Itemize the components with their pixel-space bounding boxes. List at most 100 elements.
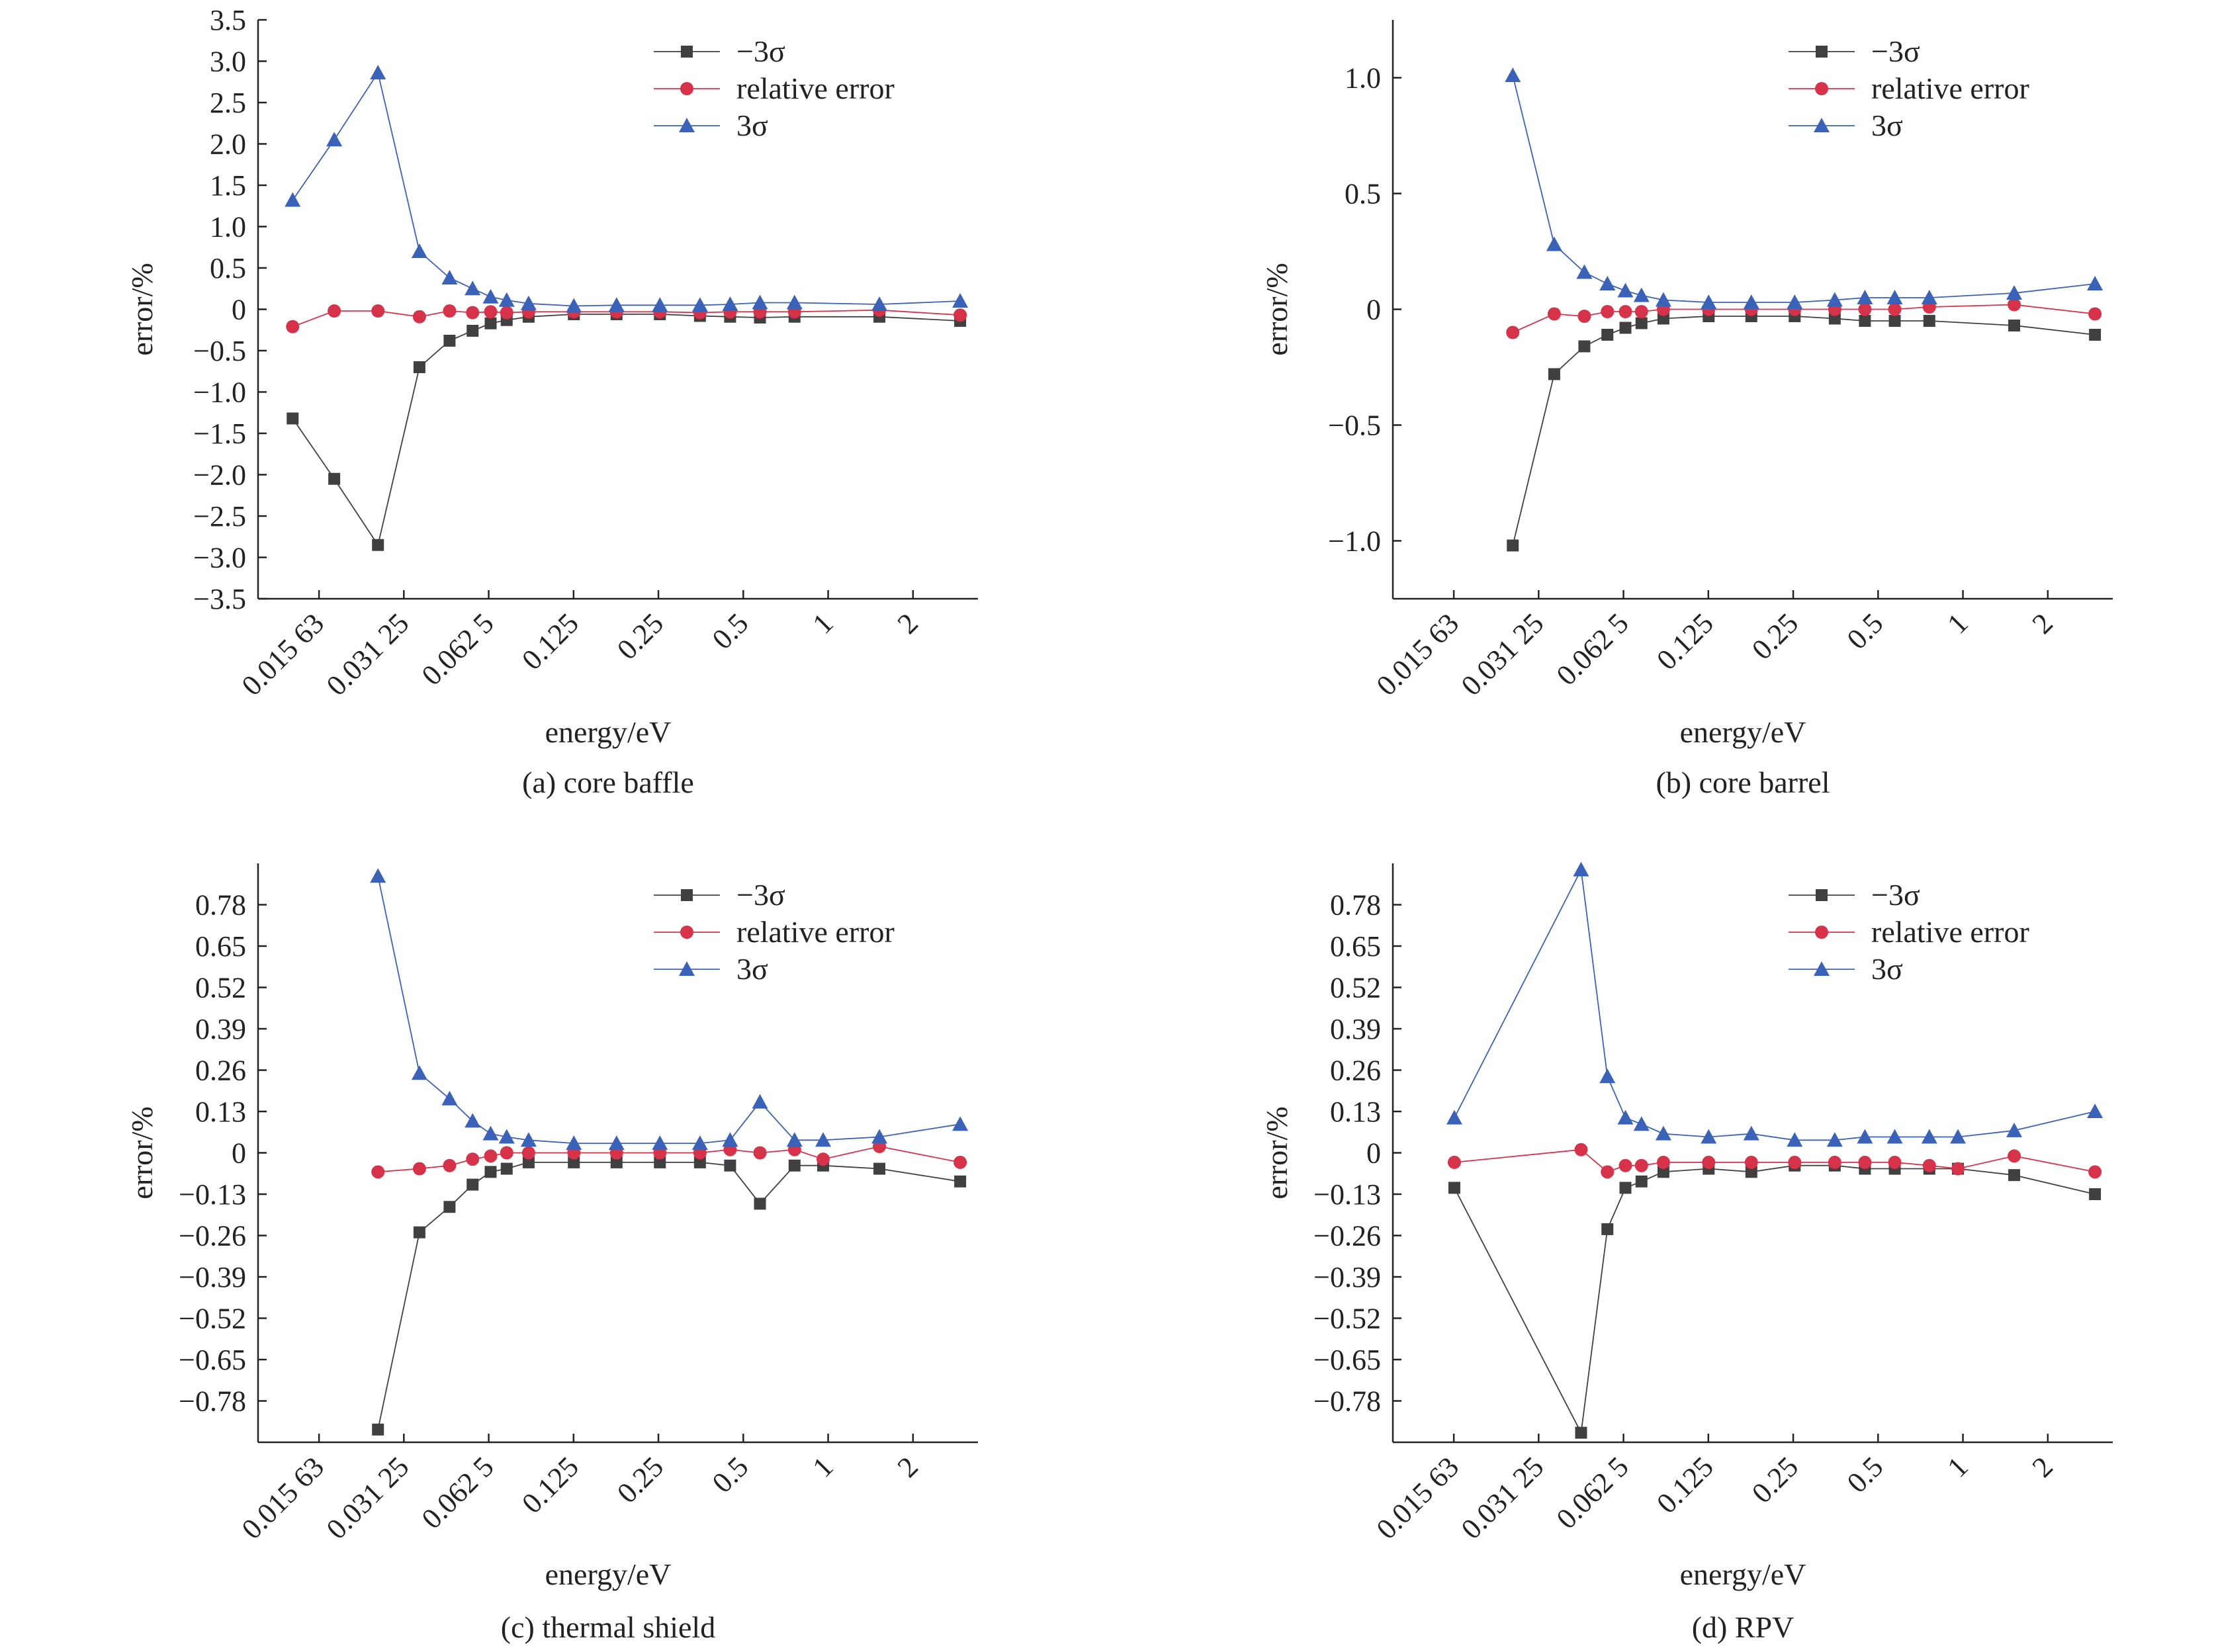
- y-tick-label: −0.39: [179, 1261, 246, 1293]
- data-point-triangle: [1573, 861, 1589, 877]
- legend-marker-triangle: [679, 961, 695, 976]
- series-line: [1512, 316, 2096, 546]
- y-tick-label: 0.5: [1345, 178, 1381, 210]
- x-tick-label: 0.062 5: [1550, 607, 1635, 691]
- series-relative-error: [1447, 1143, 2102, 1179]
- panel-caption: (a) core baffle: [522, 765, 694, 799]
- data-point-triangle: [722, 296, 738, 311]
- data-point-circle: [466, 306, 480, 320]
- data-point-triangle: [498, 1129, 515, 1144]
- series-plus-3sigma: [1505, 67, 2103, 309]
- y-tick-label: 2.5: [210, 87, 246, 119]
- data-point-triangle: [1857, 290, 1873, 304]
- data-point-circle: [1888, 1155, 1902, 1169]
- y-tick-label: −3.0: [193, 542, 246, 574]
- data-point-triangle: [1617, 283, 1634, 298]
- data-point-circle: [412, 1162, 426, 1176]
- data-point-triangle: [1446, 1109, 1462, 1125]
- data-point-triangle: [1886, 290, 1903, 304]
- series-minus-3sigma: [1448, 1159, 2102, 1439]
- panel-core-barrel: 1.00.50−0.5−1.00.015 630.031 25 0.062 5 0.…: [1260, 20, 2113, 799]
- series-relative-error: [286, 303, 967, 333]
- legend-marker-circle: [1815, 926, 1828, 939]
- legend-marker-square: [681, 889, 693, 901]
- y-tick-label: 0.13: [195, 1096, 246, 1128]
- data-point-square: [372, 539, 384, 551]
- x-tick-label: 0.031 25: [320, 1450, 416, 1545]
- x-tick-label: 1: [1941, 1450, 1974, 1483]
- data-point-triangle: [1743, 1125, 1759, 1141]
- data-point-square: [788, 1159, 801, 1172]
- data-point-square: [1745, 1166, 1757, 1178]
- data-point-circle: [328, 304, 341, 318]
- x-tick-label: 0.125: [1650, 607, 1720, 676]
- data-point-square: [287, 412, 299, 425]
- y-tick-label: −0.52: [1313, 1303, 1381, 1335]
- data-point-square: [1575, 1426, 1587, 1439]
- data-point-square: [654, 1156, 666, 1168]
- data-point-triangle: [285, 192, 301, 207]
- series-minus-3sigma: [1507, 310, 2102, 552]
- data-point-triangle: [608, 1135, 625, 1151]
- legend-marker-square: [681, 46, 693, 58]
- data-point-square: [484, 1166, 497, 1178]
- series-plus-3sigma: [285, 65, 969, 313]
- y-tick-label: −0.39: [1313, 1261, 1381, 1293]
- data-point-circle: [1506, 326, 1520, 339]
- x-tick-label: 1: [806, 1450, 839, 1483]
- series-line: [377, 1162, 961, 1430]
- data-point-square: [443, 1201, 456, 1213]
- data-point-triangle: [482, 1125, 499, 1141]
- data-point-square: [1601, 1223, 1614, 1235]
- x-tick-label: 0.062 5: [416, 1450, 500, 1535]
- data-point-triangle: [1655, 292, 1671, 307]
- data-point-square: [1828, 312, 1841, 325]
- data-point-circle: [1634, 305, 1648, 318]
- data-point-square: [413, 361, 425, 373]
- data-point-triangle: [2006, 285, 2023, 300]
- data-point-triangle: [1633, 287, 1650, 302]
- data-point-circle: [1601, 1165, 1615, 1179]
- data-point-circle: [1618, 1158, 1632, 1172]
- x-tick-label: 2: [2026, 607, 2059, 640]
- x-tick-label: 0.062 5: [416, 607, 500, 691]
- data-point-circle: [1951, 1162, 1965, 1176]
- y-tick-label: 0.52: [1330, 972, 1381, 1004]
- data-point-square: [328, 472, 341, 485]
- y-tick-label: 1.0: [210, 211, 246, 243]
- data-point-square: [1859, 315, 1871, 327]
- data-point-square: [1578, 340, 1591, 353]
- legend-label: −3σ: [736, 878, 785, 912]
- y-tick-label: −0.65: [179, 1344, 246, 1376]
- data-point-circle: [1858, 302, 1872, 316]
- legend-marker-triangle: [1814, 118, 1830, 132]
- y-tick-label: 0.65: [195, 930, 246, 963]
- series-minus-3sigma: [372, 1156, 967, 1436]
- data-point-square: [1923, 315, 1935, 327]
- y-axis-label: error/%: [1260, 263, 1294, 355]
- y-tick-label: −0.26: [179, 1220, 246, 1252]
- y-tick-label: 0.65: [1330, 930, 1381, 963]
- data-point-triangle: [520, 1132, 537, 1147]
- data-point-square: [1635, 317, 1648, 329]
- data-point-circle: [2008, 1149, 2021, 1163]
- legend-marker-square: [1816, 46, 1828, 58]
- data-point-triangle: [1826, 292, 1843, 307]
- legend-label: 3σ: [1871, 109, 1903, 142]
- data-point-triangle: [952, 293, 969, 308]
- legend-marker-triangle: [1814, 961, 1830, 976]
- y-tick-label: 0.52: [195, 972, 246, 1004]
- data-point-triangle: [952, 1116, 969, 1131]
- data-point-triangle: [871, 296, 888, 311]
- legend-label: −3σ: [1871, 34, 1920, 68]
- data-point-square: [1635, 1175, 1648, 1188]
- legend-label: relative error: [736, 71, 895, 105]
- data-point-square: [873, 1162, 886, 1175]
- data-point-square: [1601, 329, 1614, 341]
- legend-label: relative error: [1871, 915, 2029, 949]
- legend-marker-circle: [1815, 82, 1828, 95]
- data-point-circle: [371, 1165, 385, 1179]
